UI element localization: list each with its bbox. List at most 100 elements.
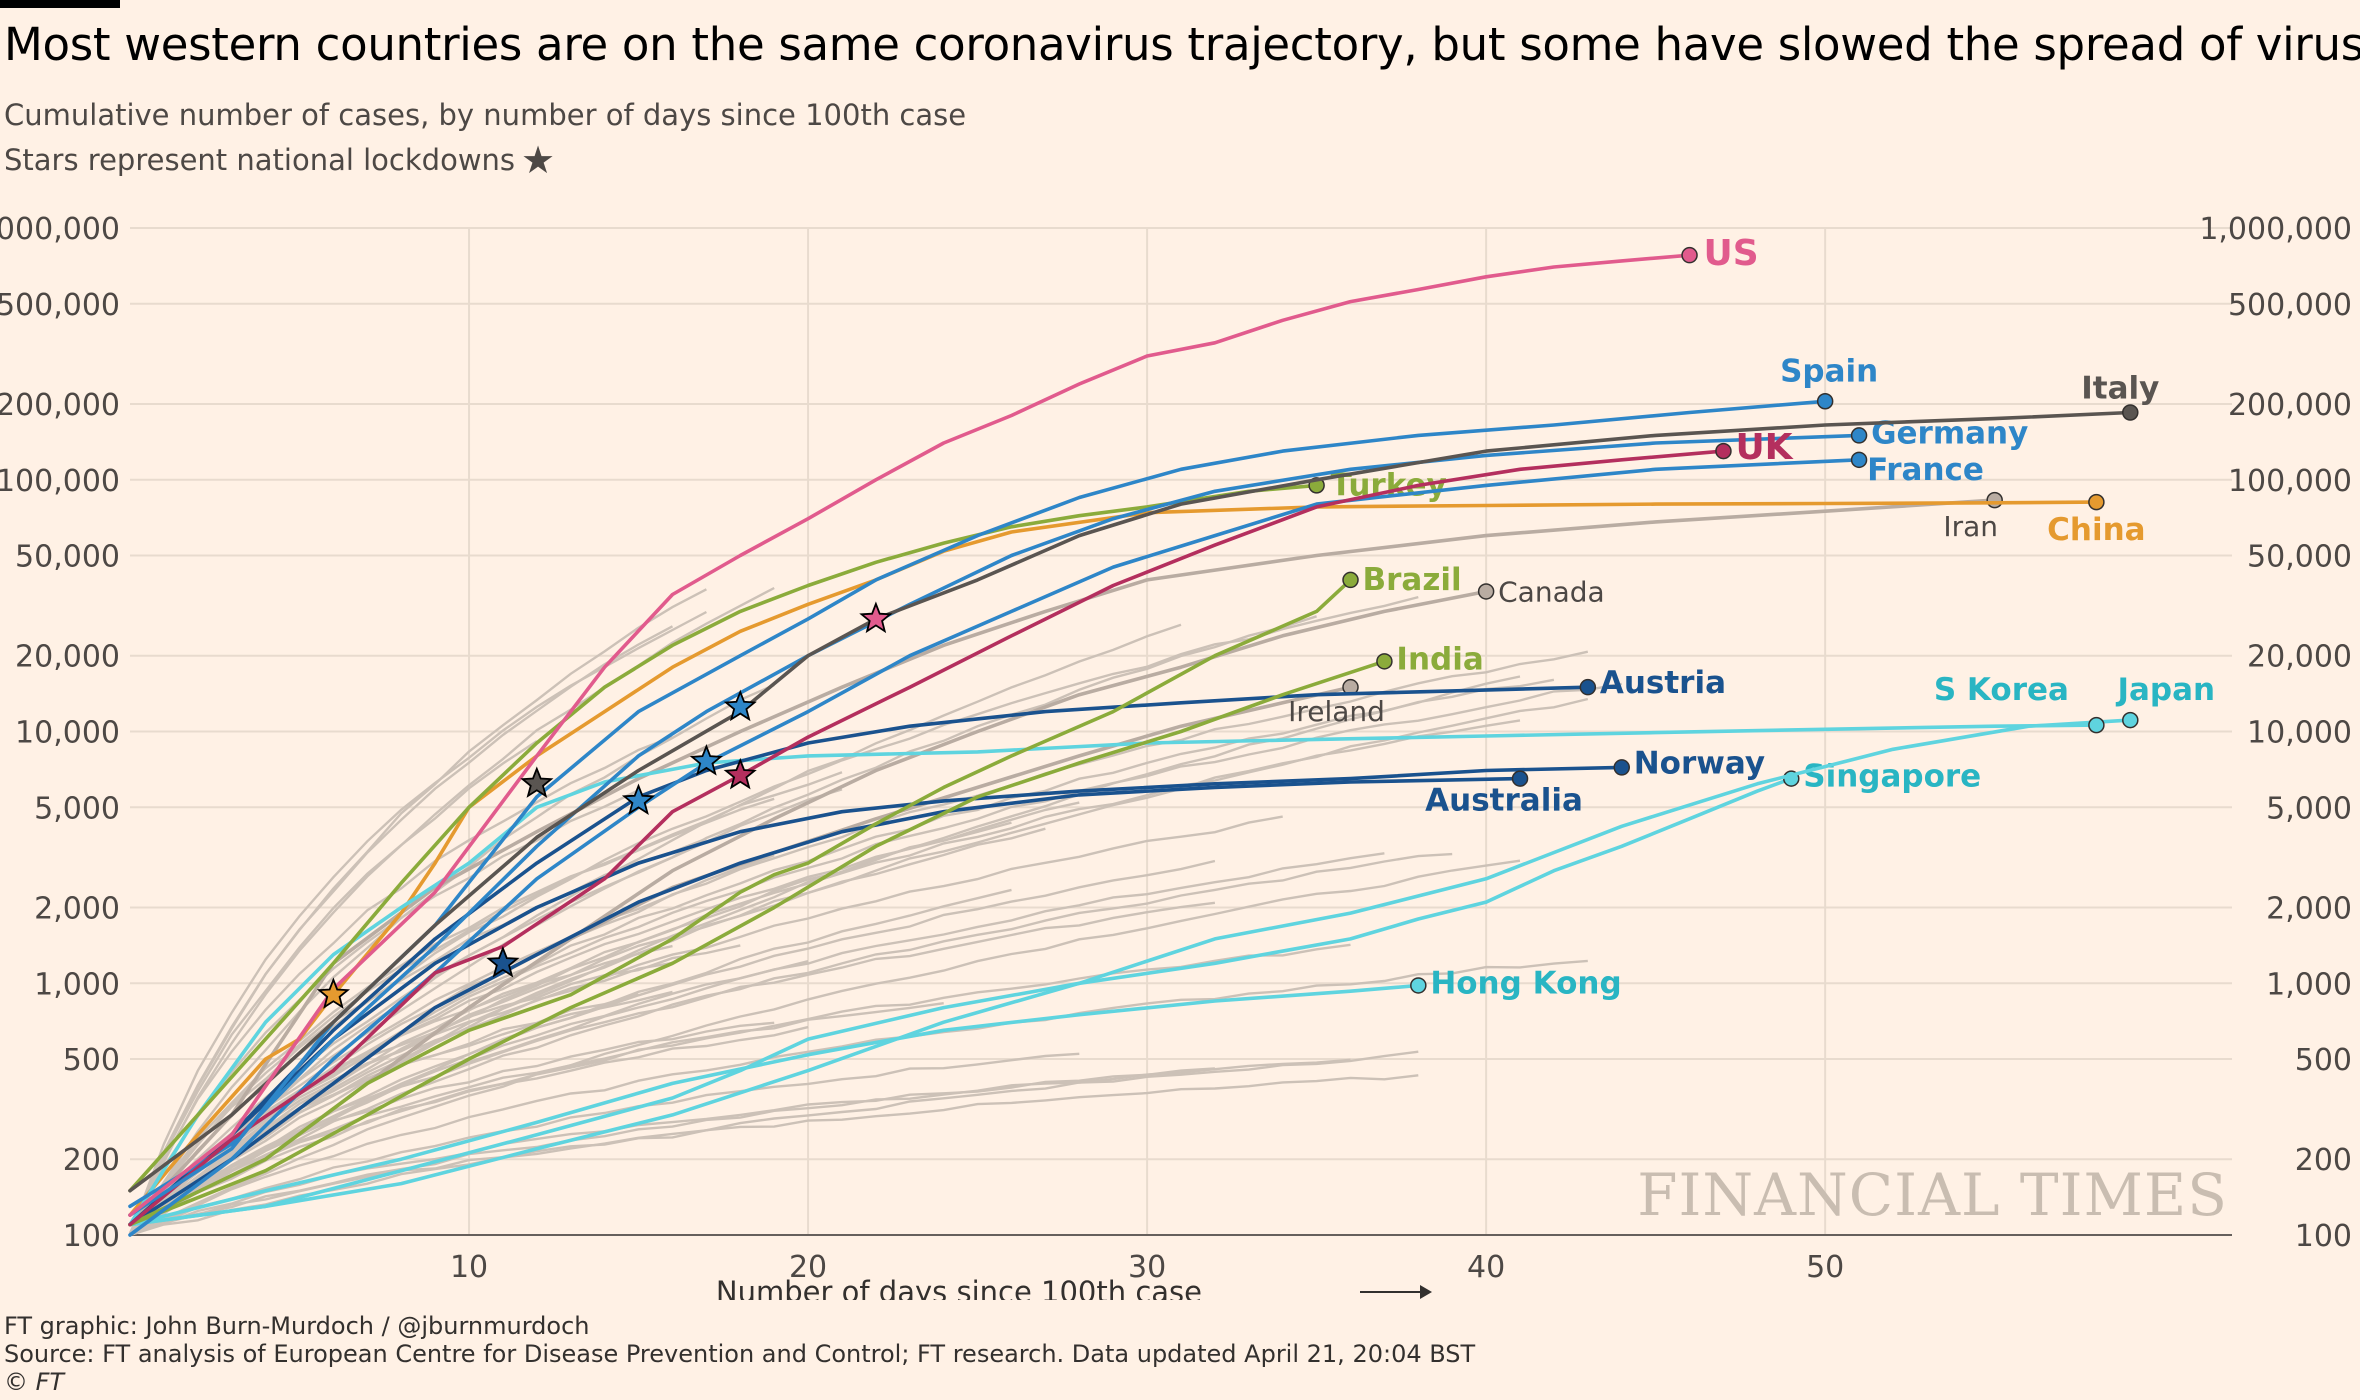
y-tick-label-left: 1,000,000	[0, 212, 120, 247]
series-label-s-korea: S Korea	[1934, 672, 2069, 708]
other-country-line	[129, 1002, 944, 1236]
other-country-line	[129, 623, 1182, 1236]
ft-top-bar	[0, 0, 120, 8]
lockdowns-note: Stars represent national lockdowns	[4, 143, 516, 177]
y-tick-label-left: 2,000	[34, 891, 120, 926]
star-icon: ★	[521, 138, 556, 182]
chart-subtitle: Cumulative number of cases, by number of…	[4, 98, 967, 132]
other-country-line	[129, 678, 1555, 1236]
y-tick-label-right: 100	[2295, 1219, 2352, 1254]
series-line-australia	[128, 776, 1522, 1227]
other-country-line	[129, 859, 1521, 1235]
x-tick-label: 30	[1128, 1250, 1166, 1285]
other-country-line	[129, 719, 1521, 1234]
series-endpoint-japan	[2122, 711, 2139, 729]
series-label-australia: Australia	[1425, 783, 1583, 819]
y-tick-label-right: 20,000	[2247, 640, 2352, 675]
y-tick-label-right: 2,000	[2266, 891, 2352, 926]
y-tick-label-right: 5,000	[2266, 791, 2352, 826]
y-tick-label-left: 5,000	[34, 791, 120, 826]
other-country-line	[128, 586, 775, 1234]
other-country-line	[129, 1052, 1080, 1237]
series-endpoint-france	[1850, 451, 1868, 469]
series-line-india	[128, 659, 1387, 1227]
series-line-france	[128, 458, 1861, 1237]
lockdown-star-spain	[621, 783, 656, 815]
series-endpoint-brazil	[1342, 571, 1359, 589]
series-label-uk: UK	[1735, 427, 1793, 468]
series-label-spain: Spain	[1780, 353, 1878, 389]
other-country-line	[129, 1021, 775, 1236]
y-tick-label-right: 500,000	[2228, 288, 2352, 323]
series-endpoint-norway	[1613, 759, 1630, 776]
footer: FT graphic: John Burn-Murdoch / @jburnmu…	[4, 1312, 1475, 1396]
x-tick-label: 40	[1467, 1250, 1505, 1285]
series-label-china: China	[2047, 512, 2145, 548]
lockdown-star-austria	[486, 945, 520, 978]
other-country-line	[129, 1074, 1419, 1237]
y-tick-label-left: 50,000	[15, 540, 120, 575]
other-country-line	[128, 735, 673, 1236]
series-label-india: India	[1396, 641, 1483, 677]
y-tick-label-left: 500,000	[0, 288, 120, 323]
series-endpoint-spain	[1816, 393, 1834, 410]
series-line-singapore	[128, 776, 1794, 1227]
x-axis-arrow-head	[1420, 1285, 1432, 1299]
series-label-canada: Canada	[1498, 575, 1605, 608]
series-endpoint-austria	[1579, 678, 1597, 696]
x-tick-label: 20	[789, 1250, 827, 1285]
footer-credit: FT graphic: John Burn-Murdoch / @jburnmu…	[4, 1312, 590, 1340]
y-tick-label-right: 200	[2295, 1143, 2352, 1178]
series-label-japan: Japan	[2115, 672, 2215, 708]
y-tick-label-left: 1,000	[34, 967, 120, 1002]
series-label-us: US	[1704, 233, 1759, 274]
y-tick-label-right: 1,000	[2266, 967, 2352, 1002]
y-tick-label-left: 10,000	[15, 716, 120, 751]
x-axis-title: Number of days since 100th case	[716, 1275, 1202, 1300]
series-line-china	[128, 500, 2099, 1217]
series-line-austria	[128, 685, 1590, 1227]
series-line-norway	[128, 765, 1624, 1227]
series-label-hong-kong: Hong Kong	[1430, 965, 1621, 1001]
series-line-japan	[128, 718, 2133, 1227]
x-tick-label: 50	[1806, 1250, 1844, 1285]
lockdown-star-italy	[520, 766, 554, 798]
series-endpoint-australia	[1511, 770, 1529, 787]
other-country-line	[129, 1050, 1419, 1237]
lockdown-star-us	[859, 601, 893, 634]
y-tick-label-left: 20,000	[15, 640, 120, 675]
lockdown-star-uk	[723, 757, 757, 790]
series-line-uk	[128, 449, 1726, 1227]
other-country-line	[129, 815, 1283, 1235]
other-country-line	[129, 821, 1012, 1236]
series-label-iran: Iran	[1943, 510, 1998, 543]
series-endpoint-germany	[1850, 427, 1868, 444]
series-label-france: France	[1867, 452, 1984, 488]
series-line-hong-kong	[128, 983, 1421, 1227]
other-country-line	[129, 615, 1317, 1235]
series-endpoint-us	[1681, 246, 1698, 264]
other-country-line	[129, 827, 1046, 1236]
y-tick-label-right: 500	[2295, 1043, 2352, 1078]
y-tick-label-right: 100,000	[2228, 464, 2352, 499]
series-label-italy: Italy	[2081, 370, 2159, 406]
other-country-line	[128, 740, 538, 1235]
series-endpoint-india	[1376, 653, 1393, 670]
ft-watermark: FINANCIAL TIMES	[1637, 1161, 2228, 1229]
series-endpoint-italy	[2122, 404, 2139, 421]
series-endpoint-iran	[1986, 491, 2003, 509]
chart-plot: 100 100 200 200 500 500 1,000 1,000 2,000 2,000 5,…	[0, 212, 2352, 1300]
y-tick-label-right: 10,000	[2247, 716, 2352, 751]
series-endpoint-uk	[1715, 442, 1732, 460]
y-tick-label-left: 200	[63, 1143, 120, 1178]
series-endpoint-canada	[1477, 583, 1495, 600]
series-line-brazil	[128, 578, 1353, 1227]
series-line-turkey	[128, 483, 1319, 1193]
y-tick-label-left: 500	[63, 1043, 120, 1078]
other-country-line	[129, 959, 1588, 1237]
series-line-s-korea	[128, 723, 2099, 1227]
series-endpoint-s-korea	[2088, 716, 2105, 734]
y-tick-label-left: 100	[63, 1219, 120, 1254]
series-label-brazil: Brazil	[1363, 562, 1462, 598]
y-tick-label-left: 100,000	[0, 464, 120, 499]
